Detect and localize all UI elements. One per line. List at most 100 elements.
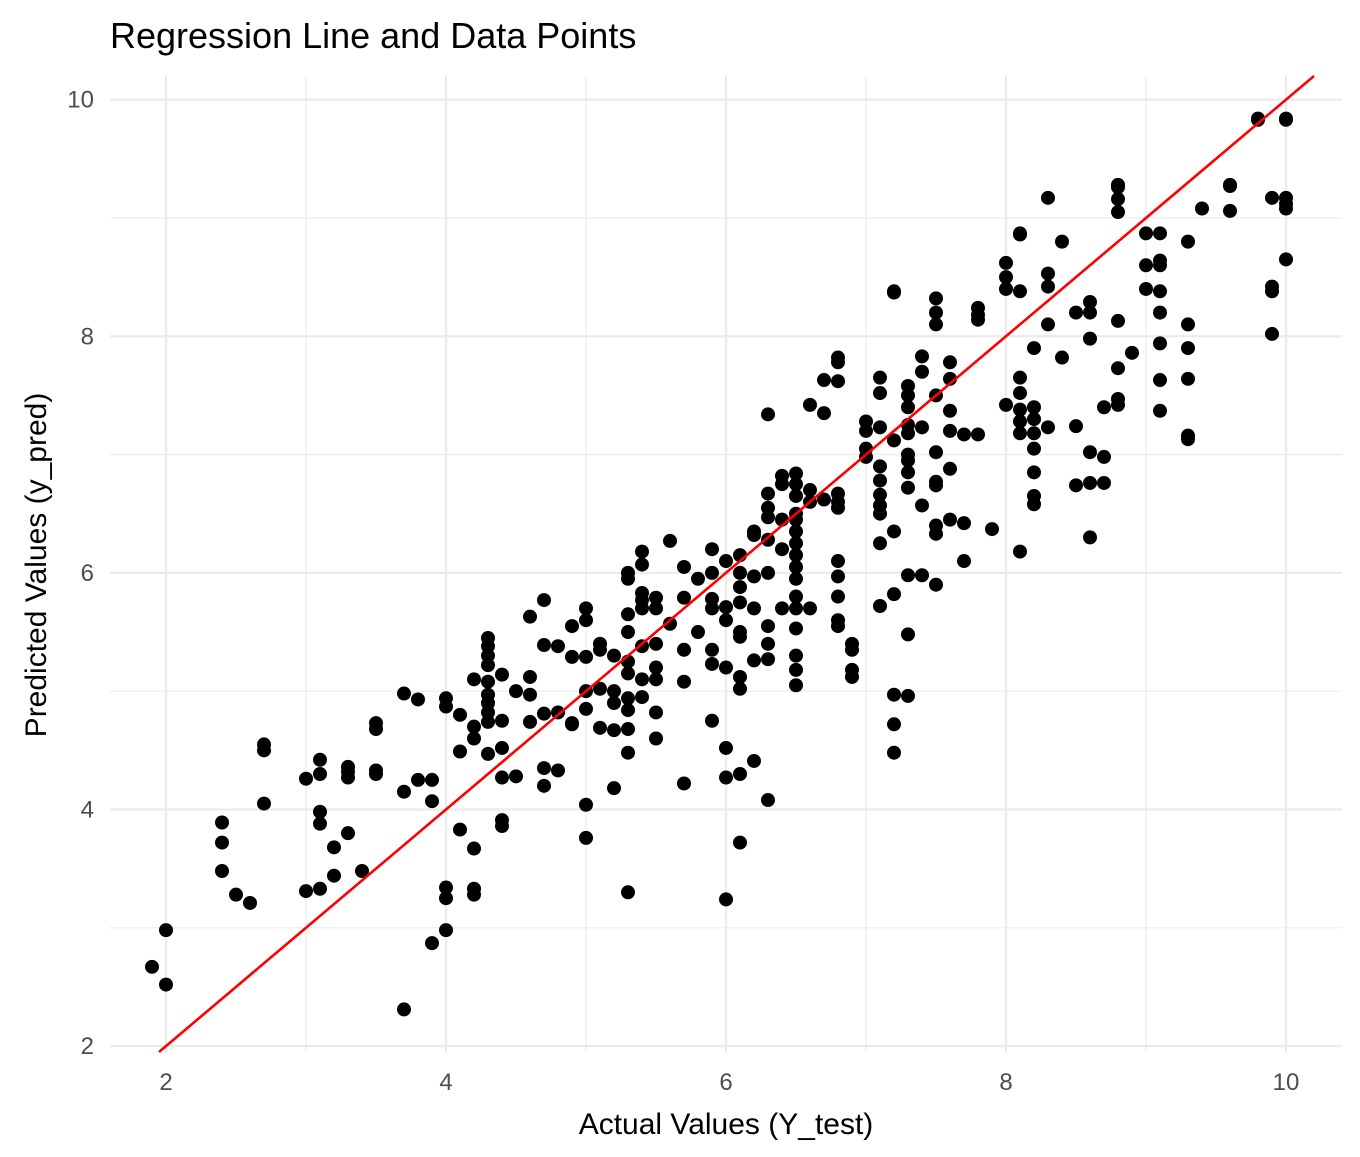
data-point — [761, 565, 775, 580]
x-tick-label: 4 — [439, 1069, 452, 1096]
data-point — [509, 684, 523, 699]
data-point — [523, 687, 537, 702]
data-point — [985, 522, 999, 537]
data-point — [607, 648, 621, 663]
data-point — [929, 478, 943, 493]
data-point — [467, 887, 481, 902]
data-point — [1097, 449, 1111, 464]
data-point — [747, 528, 761, 543]
data-point — [873, 473, 887, 488]
data-point — [887, 524, 901, 539]
data-point — [1223, 203, 1237, 218]
data-point — [1013, 227, 1027, 242]
data-point — [327, 840, 341, 855]
data-point — [467, 719, 481, 734]
data-point — [579, 649, 593, 664]
data-point — [509, 769, 523, 784]
data-point — [495, 819, 509, 834]
data-point — [859, 449, 873, 464]
data-point — [397, 784, 411, 799]
y-axis-tick-labels: 2 4 6 8 10 — [67, 87, 94, 1060]
data-point — [215, 835, 229, 850]
data-point — [1041, 190, 1055, 205]
data-point — [439, 880, 453, 895]
major-gridlines — [110, 76, 1342, 1052]
data-point — [1111, 397, 1125, 412]
data-point — [775, 601, 789, 616]
data-point — [733, 669, 747, 684]
data-point — [831, 589, 845, 604]
data-point — [481, 746, 495, 761]
data-point — [929, 445, 943, 460]
data-point — [481, 658, 495, 673]
chart-title: Regression Line and Data Points — [110, 15, 636, 56]
data-point — [1013, 414, 1027, 429]
data-point — [929, 577, 943, 592]
data-point — [579, 701, 593, 716]
data-point — [901, 426, 915, 441]
data-point — [369, 722, 383, 737]
data-point — [747, 601, 761, 616]
data-point — [789, 589, 803, 604]
data-point — [831, 500, 845, 515]
data-point — [971, 427, 985, 442]
data-point — [635, 557, 649, 572]
data-point — [1251, 112, 1265, 127]
data-point — [649, 590, 663, 605]
data-point — [215, 863, 229, 878]
data-point — [831, 374, 845, 389]
data-point — [719, 770, 733, 785]
data-point — [621, 745, 635, 760]
data-point — [649, 672, 663, 687]
data-point — [663, 533, 677, 548]
data-point — [929, 305, 943, 320]
data-point — [915, 420, 929, 435]
data-point — [761, 619, 775, 634]
data-point — [453, 744, 467, 759]
data-point — [803, 483, 817, 498]
data-point — [943, 403, 957, 418]
data-point — [1181, 234, 1195, 249]
data-point — [1041, 317, 1055, 332]
data-point — [1069, 305, 1083, 320]
data-point — [621, 885, 635, 900]
data-point — [1055, 350, 1069, 365]
data-point — [733, 629, 747, 644]
data-point — [635, 672, 649, 687]
data-point — [257, 743, 271, 758]
data-point — [299, 884, 313, 899]
data-point — [901, 480, 915, 495]
data-point — [621, 625, 635, 640]
data-point — [1013, 426, 1027, 441]
data-point — [887, 587, 901, 602]
data-point — [705, 642, 719, 657]
data-point — [635, 544, 649, 559]
data-point — [915, 364, 929, 379]
data-point — [733, 595, 747, 610]
data-point — [313, 816, 327, 831]
data-point — [495, 770, 509, 785]
data-point — [705, 601, 719, 616]
data-point — [495, 740, 509, 755]
data-point — [607, 696, 621, 711]
data-point — [593, 642, 607, 657]
data-point — [467, 672, 481, 687]
data-point — [621, 666, 635, 681]
data-point — [901, 627, 915, 642]
x-tick-label: 6 — [719, 1069, 732, 1096]
data-point — [607, 723, 621, 738]
data-point — [621, 571, 635, 586]
data-point — [649, 731, 663, 746]
data-point — [1041, 420, 1055, 435]
data-point — [313, 881, 327, 896]
y-tick-label: 6 — [81, 560, 94, 587]
data-point — [1083, 475, 1097, 490]
data-point — [1013, 402, 1027, 417]
data-point — [873, 420, 887, 435]
x-tick-label: 10 — [1273, 1069, 1300, 1096]
data-point — [761, 486, 775, 501]
data-point — [1265, 190, 1279, 205]
data-point — [1139, 281, 1153, 296]
data-point — [677, 776, 691, 791]
